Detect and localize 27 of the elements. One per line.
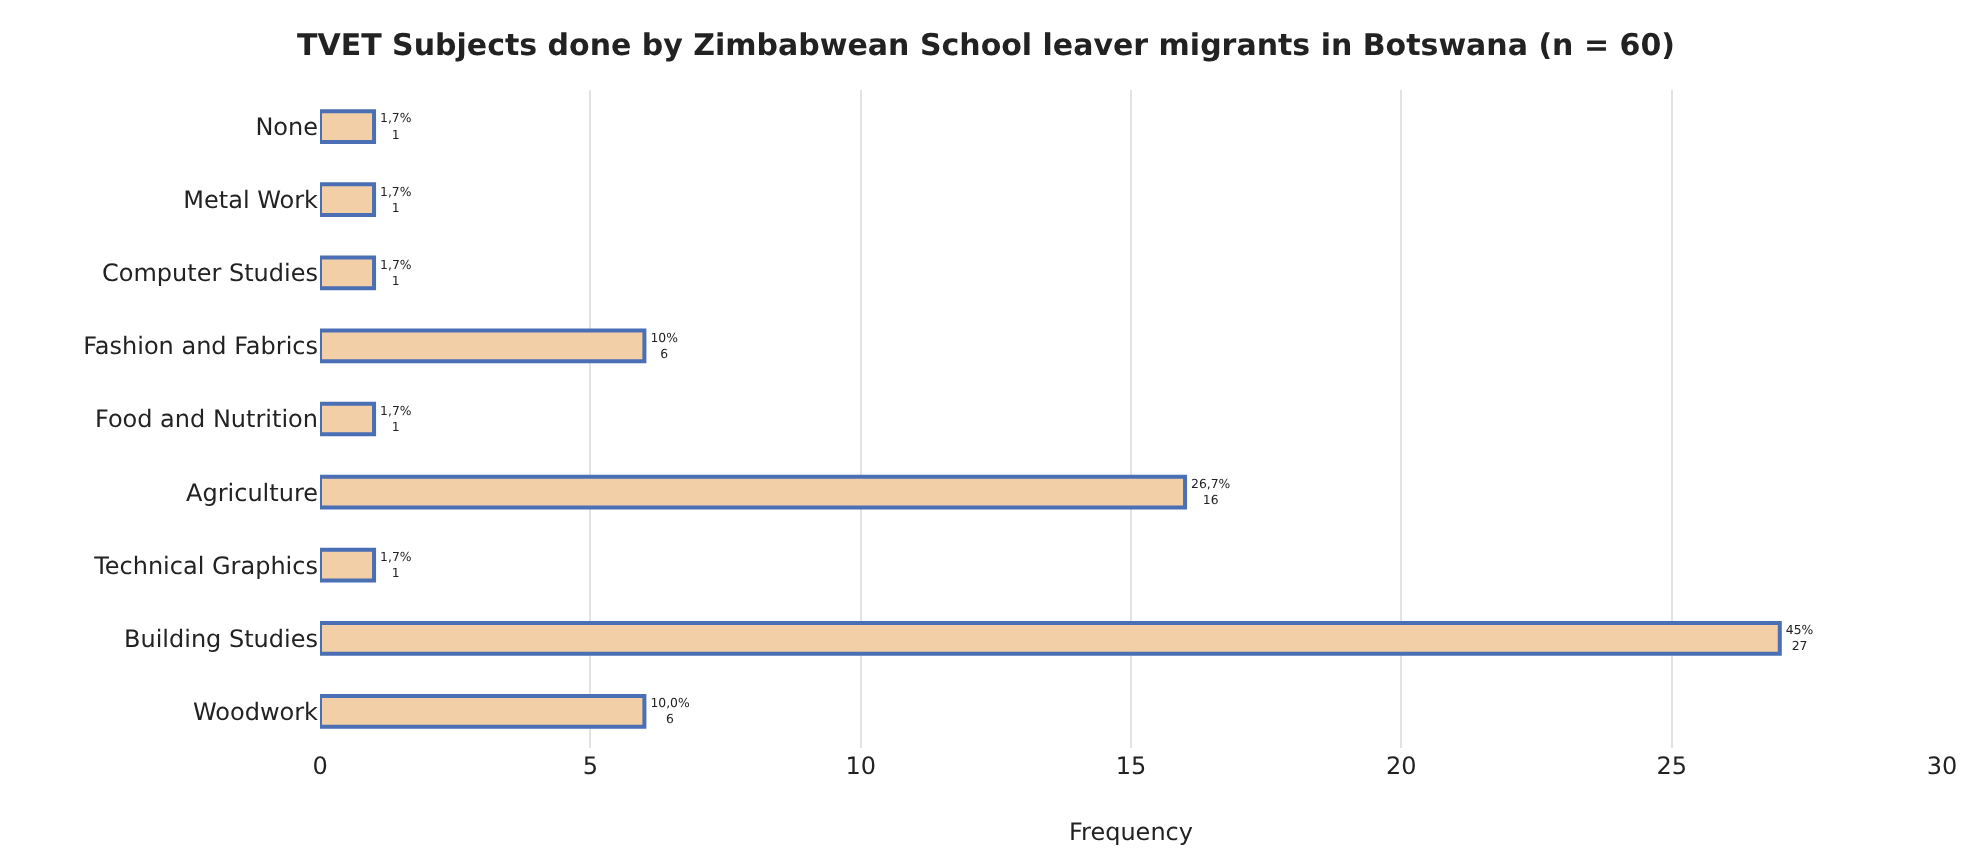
x-tick-label: 0 — [312, 752, 328, 780]
x-tick-label: 5 — [582, 752, 598, 780]
bar — [320, 474, 1188, 510]
bar — [320, 620, 1782, 656]
x-tick-label: 15 — [1115, 752, 1147, 780]
chart-title: TVET Subjects done by Zimbabwean School leaver migrants in Botswana (n = 60) — [297, 26, 1675, 63]
y-tick-label: Agriculture — [186, 478, 318, 507]
y-tick-label: Technical Graphics — [92, 551, 318, 580]
bar — [320, 328, 647, 364]
x-tick-label: 10 — [845, 752, 876, 780]
bar — [320, 109, 377, 144]
y-tick-label: Metal Work — [183, 186, 319, 215]
bar — [320, 182, 377, 218]
bar — [320, 694, 647, 729]
x-axis-title: Frequency — [1069, 818, 1193, 846]
y-tick-label: Woodwork — [192, 697, 319, 726]
bar — [320, 401, 377, 437]
x-tick-label: 20 — [1386, 752, 1417, 780]
bar — [320, 255, 377, 291]
y-tick-label: Food and Nutrition — [94, 405, 318, 434]
y-tick-label: Computer Studies — [102, 259, 318, 288]
y-tick-label: Building Studies — [123, 624, 318, 653]
y-tick-label: Fashion and Fabrics — [83, 332, 318, 361]
x-tick-label: 25 — [1656, 752, 1687, 780]
y-tick-label: None — [255, 112, 318, 141]
bar — [320, 547, 377, 583]
x-tick-label: 30 — [1926, 752, 1958, 780]
